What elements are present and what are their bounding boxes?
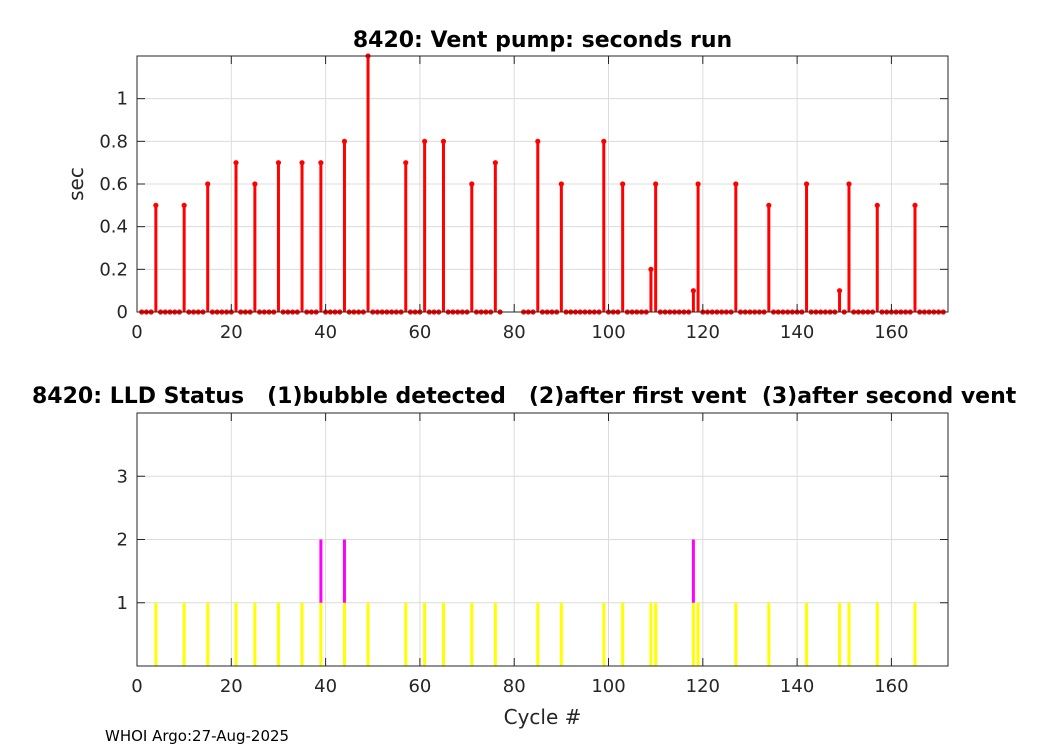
lld-status-plot-frame (136, 412, 949, 667)
data-point (690, 288, 696, 294)
vent-pump-title: 8420: Vent pump: seconds run (353, 28, 732, 53)
data-point (341, 138, 348, 144)
footer-credit: WHOI Argo:27-Aug-2025 (105, 727, 289, 745)
lld-status-x-axis-label: Cycle # (504, 705, 582, 729)
data-point (803, 181, 810, 187)
data-point (469, 181, 475, 187)
data-point (153, 202, 159, 208)
x-tick-label: 60 (408, 322, 431, 343)
data-point (492, 160, 498, 166)
data-point (422, 138, 428, 144)
x-tick-label: 160 (874, 322, 908, 343)
x-tick-label: 80 (503, 322, 526, 343)
data-point (836, 288, 843, 294)
data-point (403, 160, 409, 166)
data-point (299, 160, 305, 166)
data-point (205, 181, 211, 187)
x-tick-label: 20 (220, 676, 243, 697)
x-tick-label: 140 (780, 676, 814, 697)
y-tick-label: 2 (117, 530, 128, 551)
x-tick-label: 60 (408, 676, 431, 697)
lld-status-chart: 0 20 40 60 80 100 120 140 160 1 2 3 8420: LLD Statu… (32, 384, 1017, 729)
data-point (181, 202, 187, 208)
x-tick-label: 80 (503, 676, 526, 697)
data-point (558, 181, 564, 187)
x-tick-label: 0 (131, 676, 142, 697)
y-tick-label: 1 (117, 89, 128, 110)
x-tick-label: 20 (220, 322, 243, 343)
lld-status-title: 8420: LLD Status (1)bubble detected (2)a… (32, 384, 1017, 409)
y-tick-label: 0.6 (99, 174, 128, 195)
vent-pump-y-axis-label: sec (64, 167, 88, 201)
y-tick-label: 0.8 (99, 131, 128, 152)
data-point (695, 181, 701, 187)
data-point (440, 138, 447, 144)
data-point (648, 266, 654, 272)
data-point (252, 181, 258, 187)
x-tick-label: 100 (591, 676, 625, 697)
data-point (653, 181, 659, 187)
y-tick-label: 3 (117, 466, 128, 487)
data-point (620, 181, 626, 187)
data-point (233, 160, 239, 166)
data-point (601, 138, 607, 144)
y-tick-label: 1 (117, 593, 128, 614)
data-point (733, 181, 739, 187)
data-point (912, 202, 918, 208)
x-tick-label: 40 (314, 322, 337, 343)
x-tick-label: 160 (874, 676, 908, 697)
data-point (318, 160, 324, 166)
x-tick-label: 120 (686, 676, 720, 697)
x-tick-label: 100 (591, 322, 625, 343)
x-tick-label: 0 (131, 322, 142, 343)
data-point (766, 202, 772, 208)
data-point (874, 202, 880, 208)
data-point (846, 181, 852, 187)
vent-pump-chart: 0 20 40 60 80 100 120 140 160 0 0.2 0.4 0.6 0.8 1 8420… (64, 28, 949, 343)
x-tick-label: 140 (780, 322, 814, 343)
y-tick-label: 0.2 (99, 259, 128, 280)
y-tick-label: 0.4 (99, 217, 128, 238)
data-point (535, 138, 541, 144)
vent-pump-plot-frame (136, 55, 949, 313)
y-tick-label: 0 (117, 302, 128, 323)
x-tick-label: 120 (686, 322, 720, 343)
data-point (275, 160, 282, 166)
x-tick-label: 40 (314, 676, 337, 697)
